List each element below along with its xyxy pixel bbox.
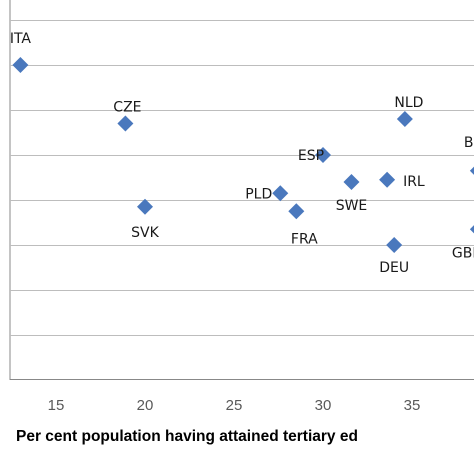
data-point-marker: [343, 174, 360, 190]
data-point-marker: [469, 166, 474, 175]
x-tick-label: 15: [48, 397, 65, 414]
point-labels: ITA CZE NLD ESP SWE IRL PLD SVK FRA DEU BEL GBR: [10, 31, 474, 276]
data-point-label: FRA: [291, 231, 318, 247]
data-point-marker: [396, 111, 413, 127]
data-point-marker: [386, 237, 403, 253]
data-point-label: SWE: [336, 198, 368, 214]
data-point-label: DEU: [379, 260, 409, 276]
data-point-marker: [379, 171, 396, 188]
data-point-label: CZE: [113, 100, 141, 116]
data-point-marker: [469, 225, 474, 234]
x-tick-label: 30: [315, 397, 332, 414]
data-point-label: IRL: [403, 174, 425, 190]
data-point-label: NLD: [394, 95, 423, 111]
data-point-label: GBR: [452, 245, 474, 261]
data-point-label: BEL: [464, 135, 474, 151]
data-point-label: ITA: [10, 31, 32, 47]
x-axis-label: Per cent population having attained tert…: [16, 428, 358, 445]
x-tick-labels: 15 20 25 30 35: [48, 397, 421, 414]
data-point-label: SVK: [131, 225, 159, 241]
data-point-label: ESP: [298, 148, 324, 164]
data-point-marker: [272, 185, 289, 202]
x-tick-label: 20: [137, 397, 154, 414]
data-point-marker: [288, 203, 305, 220]
data-point-marker: [12, 57, 29, 73]
data-point-label: PLD: [245, 186, 272, 202]
x-tick-label: 25: [226, 397, 243, 414]
data-point-marker: [315, 147, 331, 163]
data-points: [12, 57, 474, 253]
data-point-marker: [137, 198, 153, 215]
data-point-marker: [117, 115, 134, 132]
grid-lines: [10, 20, 474, 336]
x-tick-label: 35: [404, 397, 421, 414]
